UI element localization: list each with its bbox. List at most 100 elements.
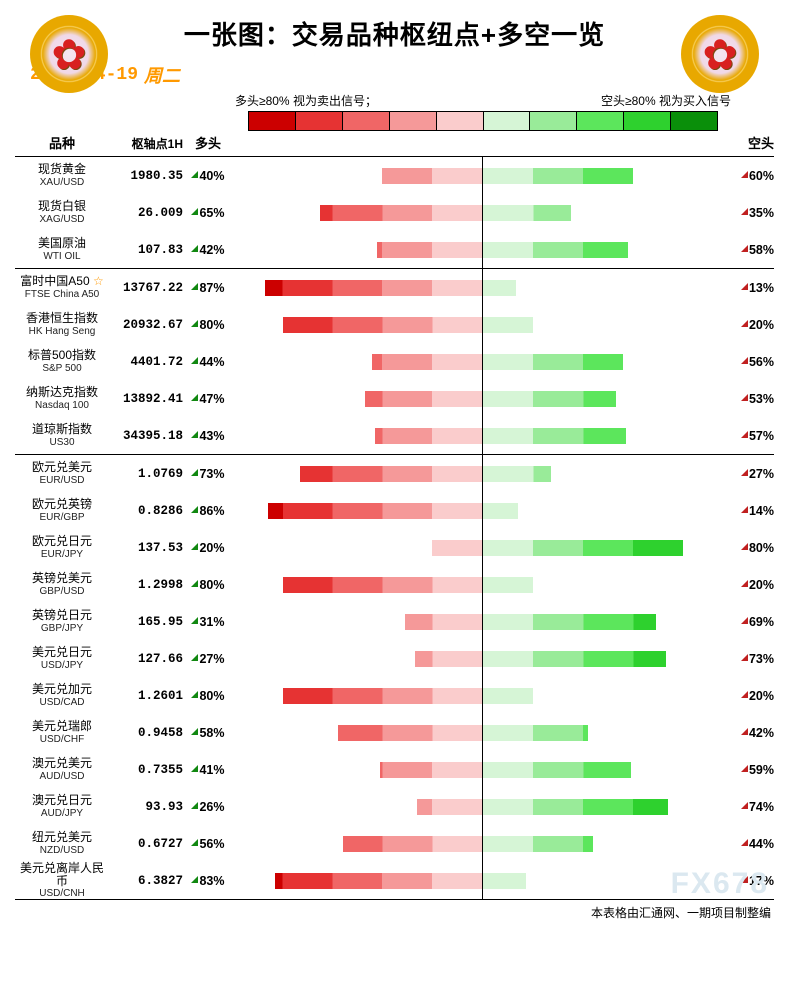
short-pct: 44% [733,837,774,851]
short-half [483,194,733,231]
instrument-name: 欧元兑日元EUR/JPY [15,535,109,559]
long-pct: 86% [183,504,233,518]
short-pct: 80% [733,541,774,555]
table-row: 澳元兑美元AUD/USD0.735541%59% [15,751,774,788]
name-en: EUR/GBP [15,512,109,523]
short-bar [483,651,666,667]
long-half [233,194,483,231]
long-pct: 80% [183,578,233,592]
table-row: 英镑兑日元GBP/JPY165.9531%69% [15,603,774,640]
bar-chart-cell [233,380,733,417]
name-cn: 英镑兑美元 [15,572,109,585]
group: 现货黄金XAU/USD1980.3540%60%现货白银XAG/USD26.00… [15,156,774,268]
header: 一张图：交易品种枢纽点+多空一览 [0,0,789,62]
table-row: 美国原油WTI OIL107.8342%58% [15,231,774,268]
long-bar [320,205,482,221]
long-half [233,825,483,862]
pivot-value: 0.7355 [109,763,183,777]
long-pct: 41% [183,763,233,777]
table-row: 英镑兑美元GBP/USD1.299880% 20% [15,566,774,603]
table-row: 欧元兑英镑EUR/GBP0.828686%14% [15,492,774,529]
scale-cell [671,112,717,130]
pivot-value: 137.53 [109,541,183,555]
instrument-name: 现货黄金XAU/USD [15,163,109,187]
col-short: 空头 [733,133,774,152]
long-bar [405,614,482,630]
long-half [233,343,483,380]
pivot-value: 13892.41 [109,392,183,406]
short-half [483,306,733,343]
long-half [233,788,483,825]
short-bar [483,242,628,258]
name-cn: 美元兑瑞郎 [15,720,109,733]
name-cn: 现货黄金 [15,163,109,176]
short-pct: 27% [733,467,774,481]
short-pct: 74% [733,800,774,814]
long-pct: 40% [183,169,233,183]
long-bar [372,354,482,370]
name-en: USD/JPY [15,660,109,671]
long-half [233,380,483,417]
short-bar [483,205,571,221]
long-half [233,231,483,268]
name-cn: 现货白银 [15,200,109,213]
pivot-value: 1.2998 [109,578,183,592]
short-pct: 69% [733,615,774,629]
short-bar [483,873,526,889]
table-row: 美元兑瑞郎USD/CHF0.945858%42% [15,714,774,751]
short-pct: 20% [733,578,774,592]
short-bar [483,466,551,482]
long-pct: 42% [183,243,233,257]
name-en: US30 [15,437,109,448]
name-en: GBP/JPY [15,623,109,634]
scale-cell [577,112,624,130]
bar-chart-cell [233,492,733,529]
short-bar [483,391,616,407]
long-half [233,157,483,194]
short-pct: 42% [733,726,774,740]
name-cn: 欧元兑英镑 [15,498,109,511]
pivot-value: 13767.22 [109,281,183,295]
short-pct: 58% [733,243,774,257]
short-pct: 20% [733,318,774,332]
name-en: AUD/JPY [15,808,109,819]
name-en: GBP/USD [15,586,109,597]
name-cn: 香港恒生指数 [15,312,109,325]
table-row: 欧元兑美元EUR/USD1.076973%27% [15,455,774,492]
short-pct: 20% [733,689,774,703]
scale-cell [343,112,390,130]
legend-left-text: 多头≥80% 视为卖出信号； [235,92,377,109]
bar-chart-cell [233,862,733,899]
instrument-name: 澳元兑美元AUD/USD [15,757,109,781]
long-half [233,640,483,677]
short-pct: 17% [733,874,774,888]
instrument-name: 英镑兑日元GBP/JPY [15,609,109,633]
long-bar [265,280,482,296]
name-cn: 澳元兑日元 [15,794,109,807]
legend-labels: 多头≥80% 视为卖出信号； 空头≥80% 视为买入信号 [233,92,733,111]
long-bar [365,391,482,407]
pivot-value: 20932.67 [109,318,183,332]
long-pct: 73% [183,467,233,481]
short-bar [483,354,623,370]
long-bar [275,873,482,889]
long-bar [338,725,482,741]
bar-chart-cell [233,157,733,194]
long-pct: 80% [183,318,233,332]
weekday-text: 周二 [144,62,180,88]
bar-chart-cell [233,231,733,268]
long-bar [283,688,482,704]
long-half [233,566,483,603]
scale-cell [249,112,296,130]
name-cn: 标普500指数 [15,349,109,362]
bar-chart-cell [233,677,733,714]
name-en: FTSE China A50 [15,289,109,300]
long-bar [417,799,482,815]
short-half [483,231,733,268]
short-bar [483,577,533,593]
long-pct: 80% [183,689,233,703]
name-cn: 欧元兑日元 [15,535,109,548]
page-title: 一张图：交易品种枢纽点+多空一览 [184,15,605,52]
short-half [483,603,733,640]
star-icon: ☆ [93,274,104,288]
